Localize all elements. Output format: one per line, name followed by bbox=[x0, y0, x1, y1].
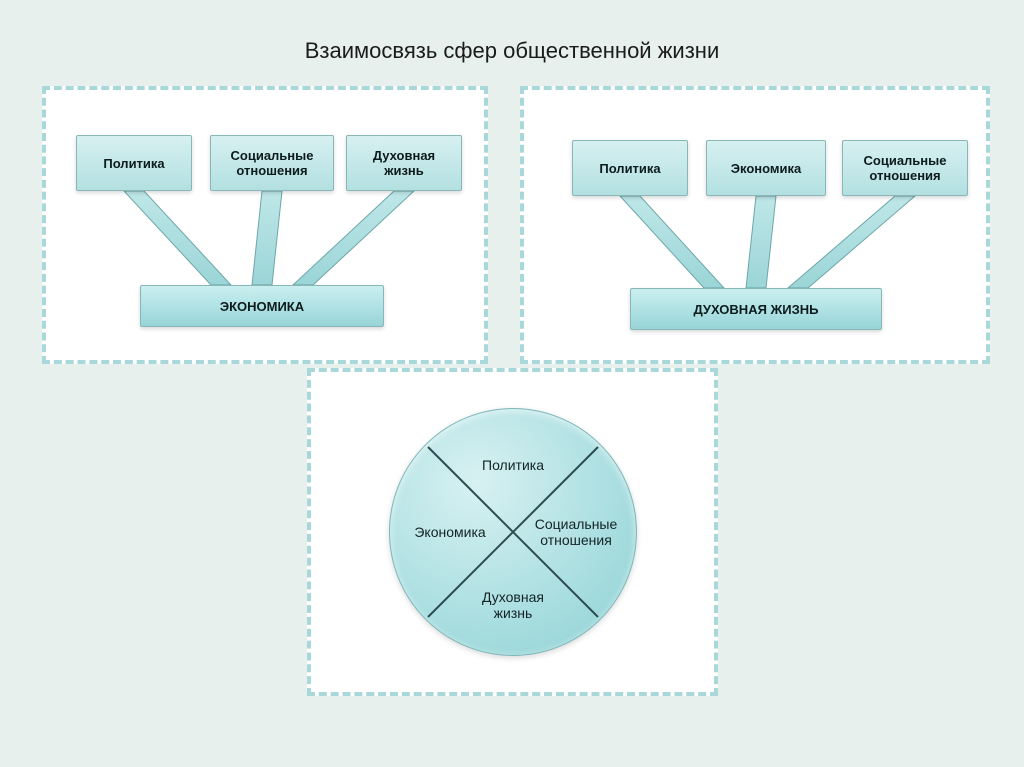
circle-diagram: Политика Социальные отношения Духовная ж… bbox=[389, 408, 637, 656]
panel-right: Политика Экономика Социальные отношения … bbox=[520, 86, 990, 364]
quadrant-left: Экономика bbox=[414, 524, 485, 540]
card-spiritual-l: Духовная жизнь bbox=[346, 135, 462, 191]
card-spiritual-r: ДУХОВНАЯ ЖИЗНЬ bbox=[630, 288, 882, 330]
card-politics-l: Политика bbox=[76, 135, 192, 191]
panel-left: Политика Социальные отношения Духовная ж… bbox=[42, 86, 488, 364]
quadrant-right: Социальные отношения bbox=[535, 516, 618, 548]
card-economy-l: ЭКОНОМИКА bbox=[140, 285, 384, 327]
page-title: Взаимосвязь сфер общественной жизни bbox=[0, 38, 1024, 64]
panel-bottom: Политика Социальные отношения Духовная ж… bbox=[307, 368, 718, 696]
diagram-stage: Взаимосвязь сфер общественной жизни Поли… bbox=[0, 0, 1024, 767]
card-social-l: Социальные отношения bbox=[210, 135, 334, 191]
card-economy-r: Экономика bbox=[706, 140, 826, 196]
quadrant-bottom: Духовная жизнь bbox=[482, 589, 544, 621]
card-social-r: Социальные отношения bbox=[842, 140, 968, 196]
quadrant-top: Политика bbox=[482, 457, 544, 473]
card-politics-r: Политика bbox=[572, 140, 688, 196]
